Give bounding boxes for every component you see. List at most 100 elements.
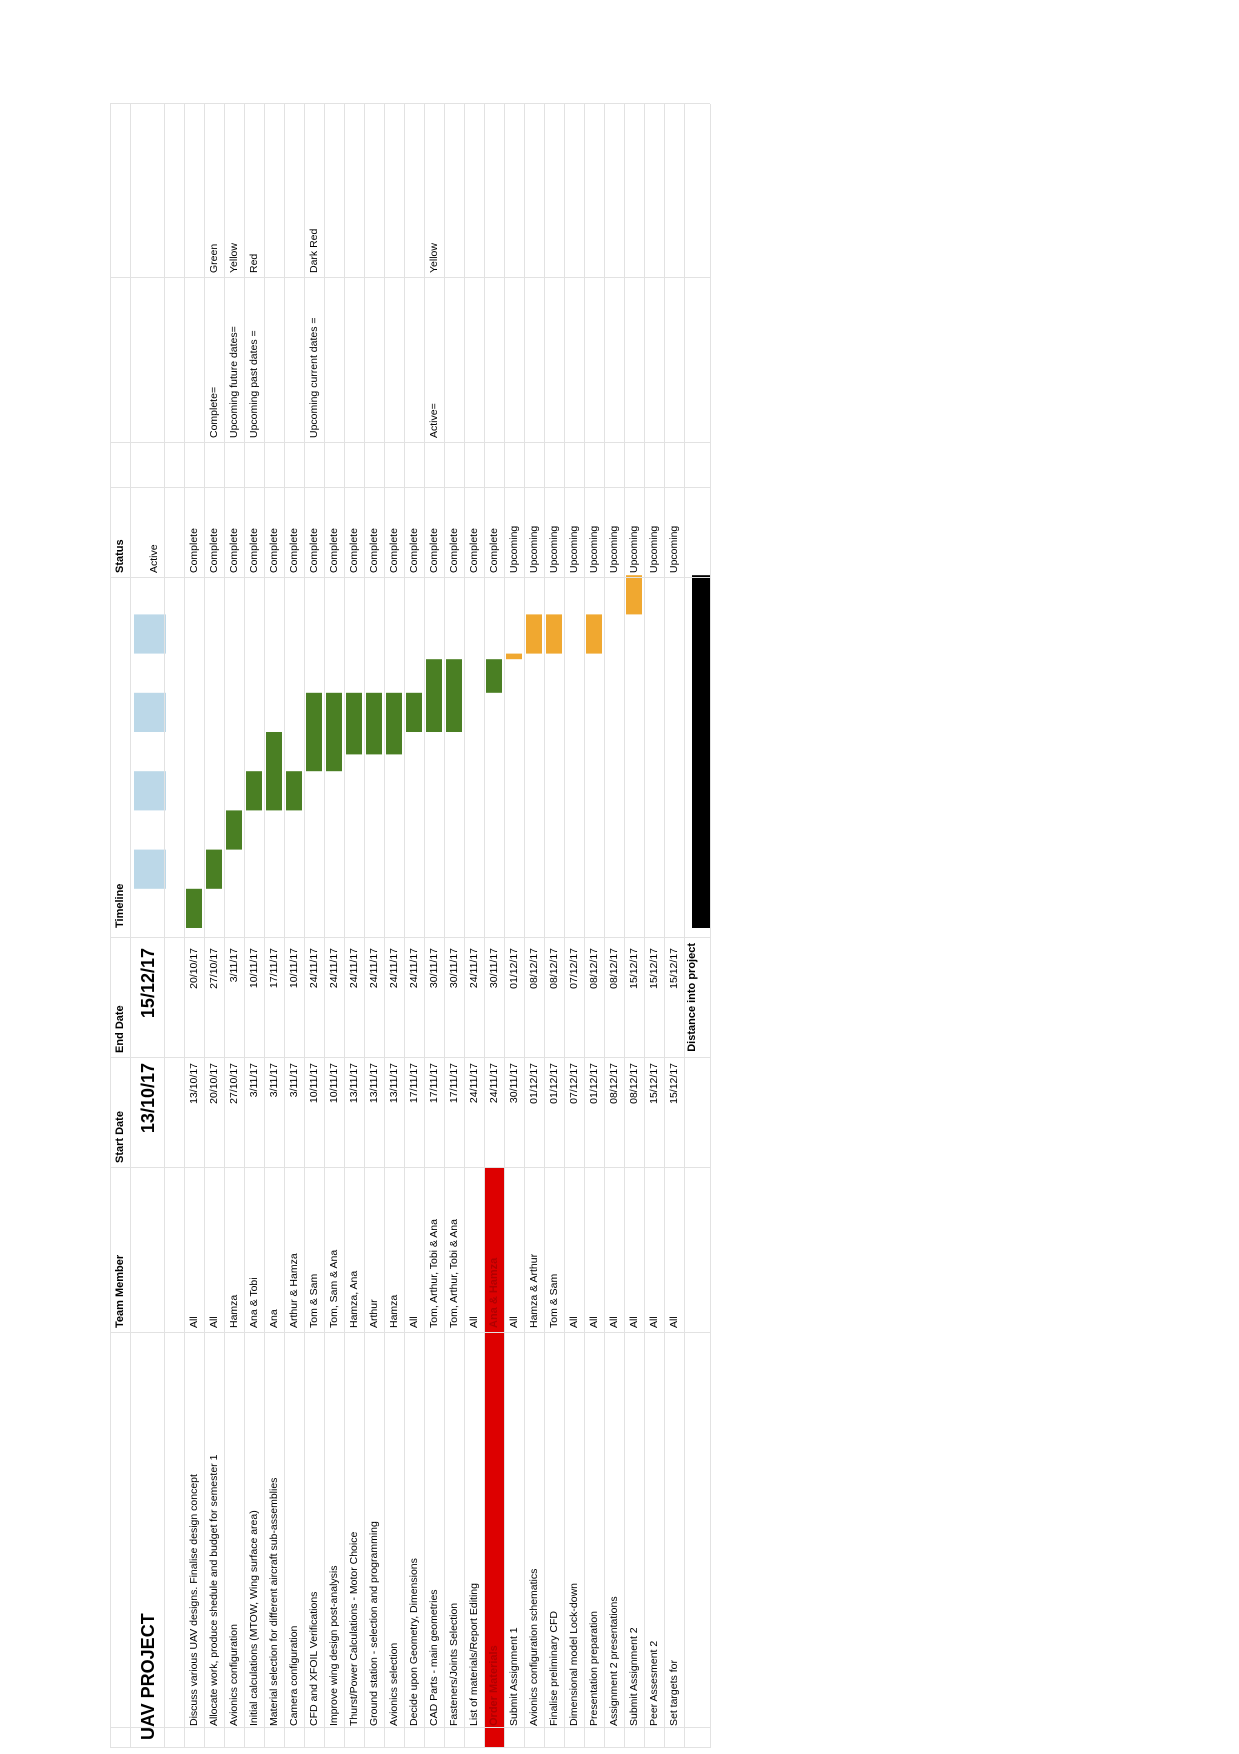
task-end: 15/12/17: [628, 948, 640, 989]
task-end: 24/11/17: [368, 948, 380, 989]
task-start: 13/11/17: [348, 1063, 360, 1104]
grid-row-line: [364, 104, 365, 1748]
task-name: Initial calculations (MTOW, Wing surface…: [248, 1510, 260, 1726]
task-status: Upcoming: [528, 525, 540, 573]
legend-label: Complete=: [208, 386, 220, 438]
task-end: 08/12/17: [588, 948, 600, 989]
task-member: Hamza, Ana: [348, 1270, 360, 1328]
grid-row-line: [404, 104, 405, 1748]
task-end: 3/11/17: [228, 948, 240, 983]
task-start: 08/12/17: [608, 1063, 620, 1104]
active-status: Active: [148, 544, 160, 573]
gantt-bar: [526, 614, 542, 654]
grid-column-line: [110, 487, 710, 488]
gantt-bar: [246, 771, 262, 811]
task-start: 24/11/17: [468, 1063, 480, 1104]
task-name: Order Materials: [488, 1645, 500, 1726]
task-end: 24/11/17: [388, 948, 400, 989]
grid-row-line: [464, 104, 465, 1748]
task-member: All: [588, 1316, 600, 1328]
task-status: Complete: [328, 528, 340, 573]
grid-column-line: [110, 577, 710, 578]
task-start: 3/11/17: [268, 1063, 280, 1098]
task-end: 20/10/17: [188, 948, 200, 989]
task-start: 10/11/17: [328, 1063, 340, 1104]
legend-value: Dark Red: [308, 228, 320, 273]
gantt-bar: [186, 888, 202, 928]
legend-value: Yellow: [428, 243, 440, 273]
task-start: 17/11/17: [428, 1063, 440, 1104]
task-start: 08/12/17: [628, 1063, 640, 1104]
gantt-bar: [486, 659, 502, 693]
gantt-bar: [306, 692, 322, 772]
grid-column-line: [110, 1332, 710, 1333]
grid-row-line: [684, 104, 685, 1748]
task-end: 15/12/17: [648, 948, 660, 989]
task-start: 07/12/17: [568, 1063, 580, 1104]
task-start: 13/11/17: [388, 1063, 400, 1104]
gantt-bar: [366, 692, 382, 755]
task-name: Material selection for different aircraf…: [268, 1477, 280, 1726]
legend-label: Active=: [428, 403, 440, 438]
task-name: Submit Assignment 1: [508, 1627, 520, 1726]
task-end: 01/12/17: [508, 948, 520, 989]
grid-row-line: [484, 104, 485, 1748]
task-status: Complete: [408, 528, 420, 573]
gantt-bar: [286, 771, 302, 811]
task-start: 15/12/17: [648, 1063, 660, 1104]
task-status: Upcoming: [648, 525, 660, 573]
task-name: Dimensional model Lock-down: [568, 1583, 580, 1726]
task-member: All: [608, 1316, 620, 1328]
task-name: Peer Assesment 2: [648, 1640, 660, 1726]
legend-value: Red: [248, 253, 260, 273]
task-name: Finalise preliminary CFD: [548, 1611, 560, 1726]
grid-row-line: [604, 104, 605, 1748]
task-name: Avionics selection: [388, 1642, 400, 1726]
task-end: 17/11/17: [268, 948, 280, 989]
task-name: CAD Parts - main geometries: [428, 1589, 440, 1726]
grid-row-line: [344, 104, 345, 1748]
grid-row-line: [664, 104, 665, 1748]
task-name: Set targets for: [668, 1660, 680, 1726]
task-status: Upcoming: [668, 525, 680, 573]
week-marker: [134, 692, 166, 732]
header-start-date: Start Date: [114, 1111, 126, 1163]
task-end: 30/11/17: [448, 948, 460, 989]
task-end: 24/11/17: [308, 948, 320, 989]
task-status: Upcoming: [588, 525, 600, 573]
task-start: 17/11/17: [408, 1063, 420, 1104]
grid-row-line: [324, 104, 325, 1748]
task-name: Submit Assignment 2: [628, 1627, 640, 1726]
grid-row-line: [584, 104, 585, 1748]
legend-label: Upcoming past dates =: [248, 330, 260, 438]
grid-row-line: [644, 104, 645, 1748]
task-status: Complete: [268, 528, 280, 573]
task-member: All: [468, 1316, 480, 1328]
task-end: 24/11/17: [348, 948, 360, 989]
task-status: Complete: [488, 528, 500, 573]
task-member: Hamza & Arthur: [528, 1253, 540, 1328]
grid-row-line: [164, 104, 165, 1748]
task-member: All: [408, 1316, 420, 1328]
task-start: 13/10/17: [188, 1063, 200, 1104]
grid-row-line: [524, 104, 525, 1748]
task-status: Complete: [288, 528, 300, 573]
gantt-bar: [626, 575, 642, 615]
task-start: 30/11/17: [508, 1063, 520, 1104]
grid-row-line: [710, 104, 711, 1748]
task-member: Hamza: [228, 1294, 240, 1328]
task-member: Tom & Sam: [308, 1273, 320, 1328]
task-end: 08/12/17: [528, 948, 540, 989]
header-timeline: Timeline: [114, 883, 126, 928]
task-start: 17/11/17: [448, 1063, 460, 1104]
task-member: All: [208, 1316, 220, 1328]
task-start: 15/12/17: [668, 1063, 680, 1104]
task-name: Thurst/Power Calculations - Motor Choice: [348, 1531, 360, 1726]
task-end: 24/11/17: [468, 948, 480, 989]
task-start: 3/11/17: [288, 1063, 300, 1098]
task-member: Arthur & Hamza: [288, 1253, 300, 1328]
grid-column-line: [110, 277, 710, 278]
task-start: 3/11/17: [248, 1063, 260, 1098]
gantt-bar: [386, 692, 402, 755]
gantt-bar: [586, 614, 602, 654]
